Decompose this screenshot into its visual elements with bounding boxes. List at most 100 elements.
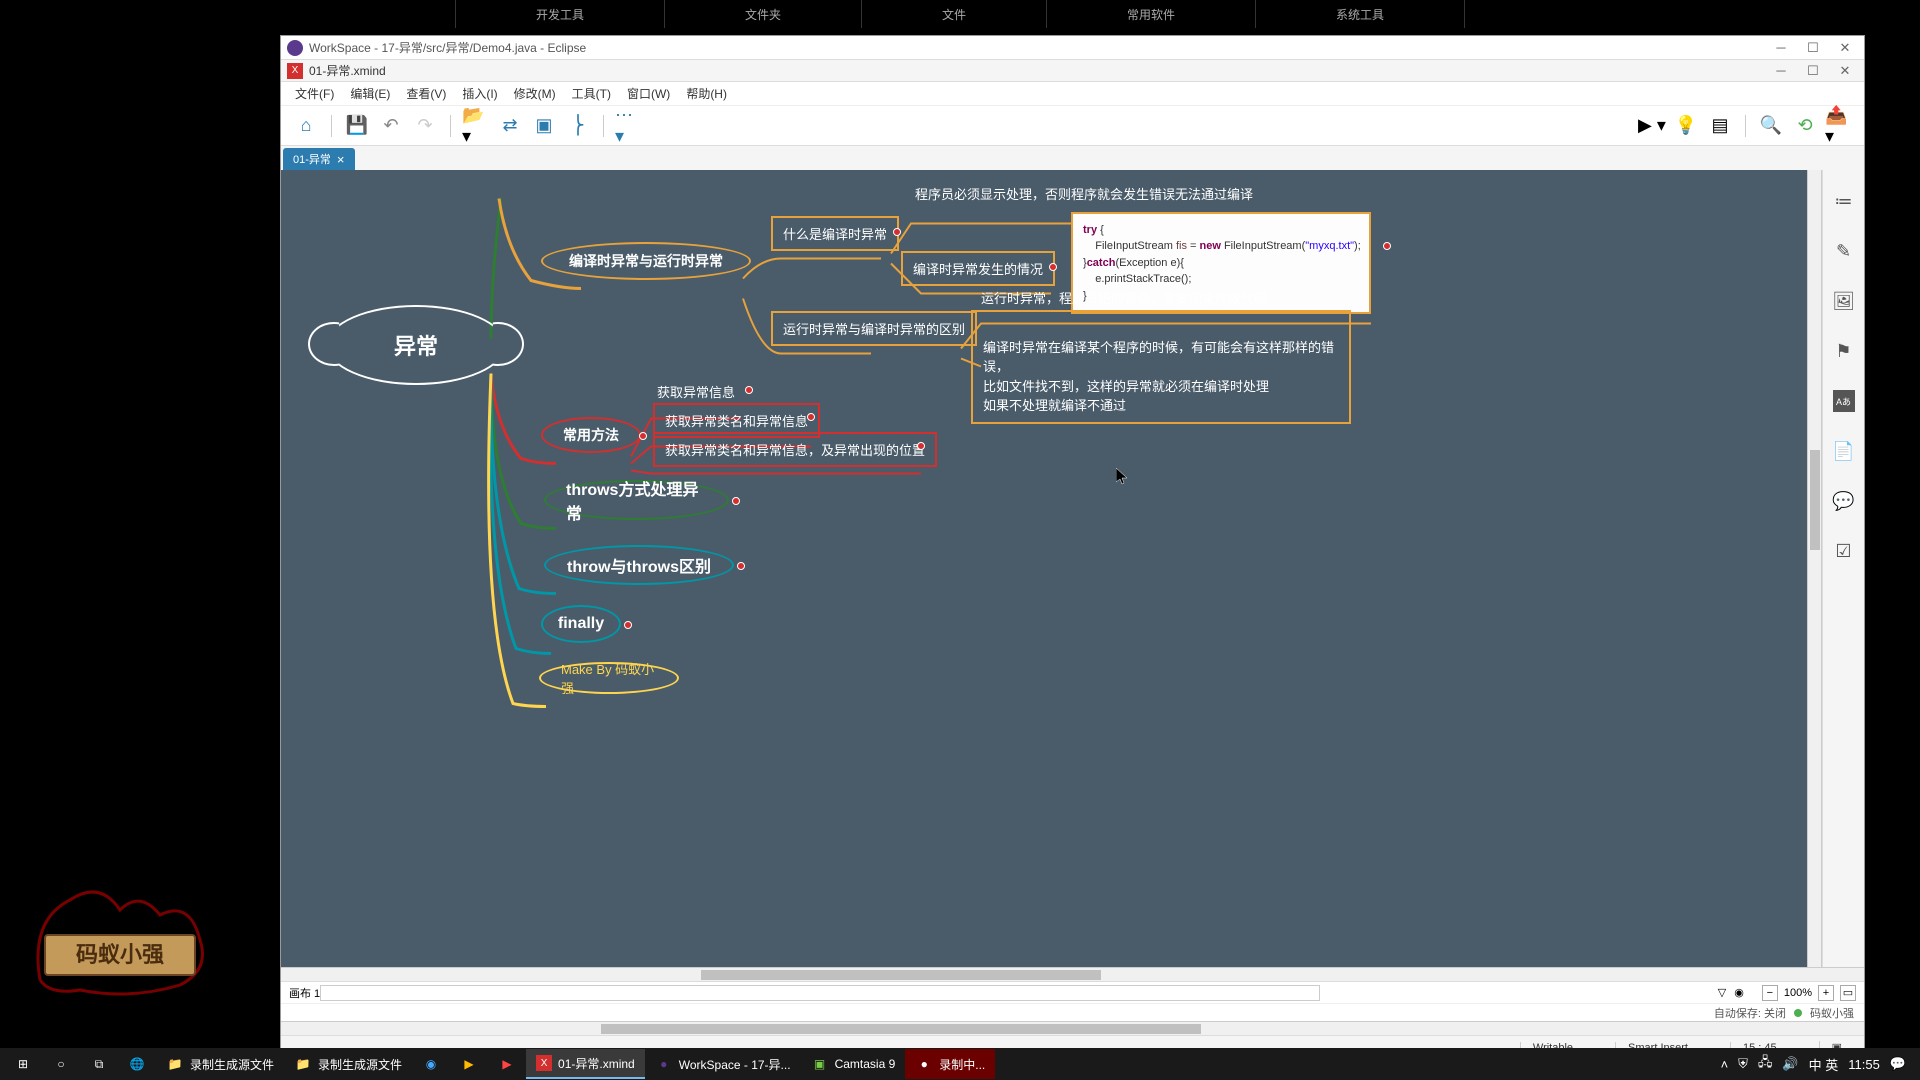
taskbar-camtasia[interactable]: ▣Camtasia 9 xyxy=(801,1049,906,1079)
taskbar-app-2[interactable]: ▶ xyxy=(450,1049,488,1079)
menu-window[interactable]: 窗口(W) xyxy=(619,82,678,105)
node-author[interactable]: Make By 码蚁小强 xyxy=(539,662,679,694)
node-compile-detail[interactable]: 编译时异常在编译某个程序的时候，有可能会有这样那样的错误， 比如文件找不到，这样… xyxy=(971,310,1351,424)
taskbar-recording[interactable]: ●录制中... xyxy=(905,1049,995,1079)
tray-notif-icon[interactable]: 💬 xyxy=(1890,1056,1906,1072)
menu-modify[interactable]: 修改(M) xyxy=(506,82,564,105)
h-scrollbar[interactable] xyxy=(281,967,1864,981)
menu-view[interactable]: 查看(V) xyxy=(398,82,454,105)
link-icon[interactable]: ⇄ xyxy=(496,112,524,140)
root-node[interactable]: 异常 xyxy=(326,305,506,385)
taskbar-folder-1[interactable]: 📁录制生成源文件 xyxy=(156,1049,284,1079)
node-compile-runtime[interactable]: 编译时异常与运行时异常 xyxy=(541,242,751,280)
save-icon[interactable]: 💾 xyxy=(343,112,371,140)
menu-edit[interactable]: 编辑(E) xyxy=(342,82,398,105)
tray-volume-icon[interactable]: 🔊 xyxy=(1782,1056,1798,1072)
eclipse-h-scroll[interactable] xyxy=(281,1021,1864,1035)
start-button[interactable]: ⊞ xyxy=(4,1049,42,1079)
cortana-icon[interactable]: ○ xyxy=(42,1049,80,1079)
more-icon[interactable]: ⋯ ▾ xyxy=(615,112,643,140)
tray-up-icon[interactable]: ˄ xyxy=(1721,1057,1729,1072)
comment-icon[interactable]: 💬 xyxy=(1833,490,1855,512)
zoom-out[interactable]: − xyxy=(1762,985,1778,1001)
marker-icon xyxy=(893,228,901,236)
xmind-minimize[interactable]: ─ xyxy=(1774,64,1788,78)
outline-icon[interactable]: ≔ xyxy=(1833,190,1855,212)
redo-icon[interactable]: ↷ xyxy=(411,112,439,140)
node-compile-situation[interactable]: 编译时异常发生的情况 xyxy=(901,251,1055,286)
menu-help[interactable]: 帮助(H) xyxy=(678,82,735,105)
eclipse-titlebar: WorkSpace - 17-异常/src/异常/Demo4.java - Ec… xyxy=(281,36,1864,60)
summary-icon[interactable]: ⎬ xyxy=(564,112,592,140)
node-methods[interactable]: 常用方法 xyxy=(541,417,641,453)
node-what-compile[interactable]: 什么是编译时异常 xyxy=(771,216,899,251)
format-icon[interactable]: ✎ xyxy=(1833,240,1855,262)
canvas-input[interactable] xyxy=(320,985,1320,1001)
top-tab-folder[interactable]: 文件夹 xyxy=(665,0,862,28)
tray-net-icon[interactable]: 🖧 xyxy=(1758,1053,1773,1075)
taskbar-app-3[interactable]: ▶ xyxy=(488,1049,526,1079)
zoom-fit[interactable]: ▭ xyxy=(1840,985,1856,1001)
tray-shield-icon[interactable]: ⛨ xyxy=(1738,1056,1748,1072)
flag-icon[interactable]: ⚑ xyxy=(1833,340,1855,362)
node-diff[interactable]: 运行时异常与编译时异常的区别 xyxy=(771,311,977,346)
task-icon[interactable]: ☑ xyxy=(1833,540,1855,562)
maximize-button[interactable]: ☐ xyxy=(1806,41,1820,55)
share-icon[interactable]: ⟲ xyxy=(1791,112,1819,140)
tray-time[interactable]: 11:55 xyxy=(1848,1057,1880,1072)
taskbar-xmind[interactable]: X01-异常.xmind xyxy=(526,1049,645,1079)
chrome-icon[interactable]: 🌐 xyxy=(118,1049,156,1079)
present-icon[interactable]: ▶ ▾ xyxy=(1638,112,1666,140)
node-get-info[interactable]: 获取异常信息 xyxy=(657,382,735,401)
menu-bar: 文件(F) 编辑(E) 查看(V) 插入(I) 修改(M) 工具(T) 窗口(W… xyxy=(281,82,1864,106)
search-icon[interactable]: 🔍 xyxy=(1757,112,1785,140)
xmind-close[interactable]: ✕ xyxy=(1838,64,1852,78)
node-throw-vs[interactable]: throw与throws区别 xyxy=(544,545,734,585)
image-icon[interactable]: 🖼 xyxy=(1833,290,1855,312)
taskbar-app-1[interactable]: ◉ xyxy=(412,1049,450,1079)
node-finally[interactable]: finally xyxy=(541,605,621,643)
xmind-titlebar: X 01-异常.xmind ─ ☐ ✕ xyxy=(281,60,1864,82)
top-tab-dev[interactable]: 开发工具 xyxy=(455,0,665,28)
eclipse-title-text: WorkSpace - 17-异常/src/异常/Demo4.java - Ec… xyxy=(309,39,1774,56)
top-tab-file[interactable]: 文件 xyxy=(862,0,1047,28)
taskbar-eclipse[interactable]: ●WorkSpace - 17-异... xyxy=(645,1049,801,1079)
tray-ime[interactable]: 中 英 xyxy=(1809,1055,1839,1074)
node-throws[interactable]: throws方式处理异常 xyxy=(544,480,729,520)
label-icon[interactable]: Aあ xyxy=(1833,390,1855,412)
v-scroll-thumb[interactable] xyxy=(1810,450,1820,550)
menu-file[interactable]: 文件(F) xyxy=(287,82,342,105)
h-scroll-thumb[interactable] xyxy=(701,970,1101,980)
taskview-icon[interactable]: ⧉ xyxy=(80,1049,118,1079)
node-must-handle[interactable]: 程序员必须显示处理，否则程序就会发生错误无法通过编译 xyxy=(915,184,1253,203)
node-get-name-info-pos[interactable]: 获取异常类名和异常信息，及异常出现的位置 xyxy=(653,432,937,467)
folder-icon[interactable]: 📂▾ xyxy=(462,112,490,140)
idea-icon[interactable]: 💡 xyxy=(1672,112,1700,140)
marker-icon xyxy=(732,497,740,505)
filter-icon[interactable]: ▽ xyxy=(1718,986,1726,999)
menu-insert[interactable]: 插入(I) xyxy=(454,82,505,105)
eclipse-scroll-thumb[interactable] xyxy=(601,1024,1201,1034)
undo-icon[interactable]: ↶ xyxy=(377,112,405,140)
close-button[interactable]: ✕ xyxy=(1838,41,1852,55)
menu-tools[interactable]: 工具(T) xyxy=(564,82,619,105)
eye-icon[interactable]: ◉ xyxy=(1734,986,1744,999)
node-runtime-err[interactable]: 运行时异常，程序员犯的错误，需要回来修改代码 xyxy=(981,288,1267,307)
taskbar-folder-2[interactable]: 📁录制生成源文件 xyxy=(284,1049,412,1079)
minimize-button[interactable]: ─ xyxy=(1774,41,1788,55)
gantt-icon[interactable]: ▤ xyxy=(1706,112,1734,140)
mindmap-canvas[interactable]: 异常 编译时异常与运行时异常 什么是编译时异常 程序员必须显示处理，否则程序就会… xyxy=(281,170,1822,967)
top-tab-soft[interactable]: 常用软件 xyxy=(1047,0,1256,28)
boundary-icon[interactable]: ▣ xyxy=(530,112,558,140)
autosave-label: 自动保存: 关闭 xyxy=(1714,1005,1786,1021)
v-scrollbar[interactable] xyxy=(1807,170,1821,967)
notes-icon[interactable]: 📄 xyxy=(1833,440,1855,462)
home-icon[interactable]: ⌂ xyxy=(292,112,320,140)
marker-icon xyxy=(737,562,745,570)
xmind-maximize[interactable]: ☐ xyxy=(1806,64,1820,78)
file-tab[interactable]: 01-异常 × xyxy=(283,148,355,170)
top-tab-sys[interactable]: 系统工具 xyxy=(1256,0,1465,28)
tab-close-icon[interactable]: × xyxy=(337,152,345,167)
export-icon[interactable]: 📤 ▾ xyxy=(1825,112,1853,140)
zoom-in[interactable]: + xyxy=(1818,985,1834,1001)
